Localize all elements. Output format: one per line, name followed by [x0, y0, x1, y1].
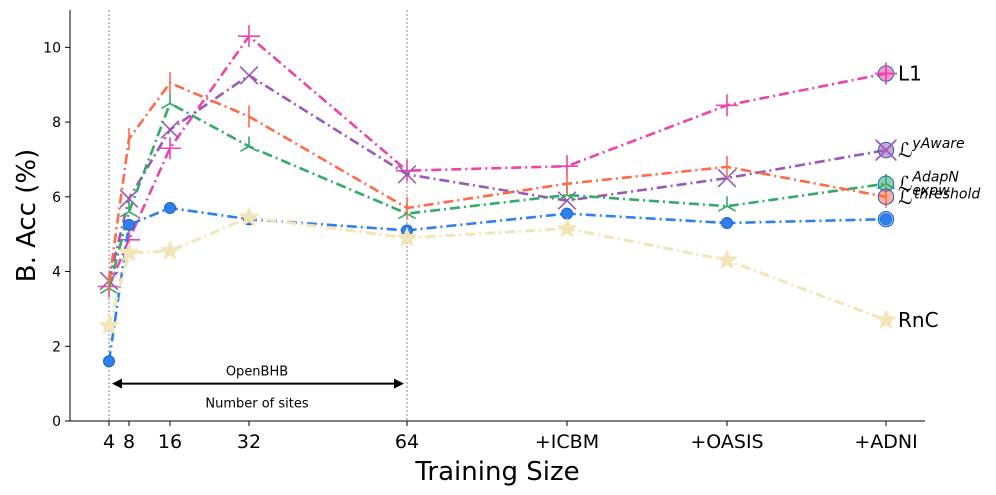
- x-tick-label: +OASIS: [690, 431, 763, 453]
- y-ticks: 0 2 4 6 8 10: [43, 40, 70, 430]
- y-tick-label: 10: [43, 40, 61, 56]
- y-tick-label: 4: [52, 265, 61, 281]
- end-marker: [877, 188, 895, 206]
- data-point: [239, 66, 259, 85]
- series-layer: [98, 25, 897, 368]
- end-marker-glyph: [875, 62, 897, 85]
- series-RnC: [98, 206, 897, 335]
- x-tick-label: 16: [158, 431, 182, 453]
- data-point: [119, 201, 139, 218]
- end-marker: [877, 211, 895, 228]
- x-tick-label: +ADNI: [854, 431, 917, 453]
- data-point: [164, 202, 176, 215]
- data-point: [159, 137, 181, 160]
- series-label: ℒexpw: [898, 183, 950, 209]
- x-ticks: 4 8 16 32 64 +ICBM +OASIS +ADNI: [103, 421, 918, 453]
- y-axis-title: B. Acc (%): [12, 149, 42, 283]
- end-marker-glyph: [875, 139, 897, 162]
- bracket-label-openbhb: OpenBHB: [226, 365, 288, 380]
- bracket-arrowhead-left: [112, 378, 122, 389]
- series-line: [107, 215, 887, 327]
- data-point: [721, 216, 733, 229]
- data-point: [716, 249, 738, 270]
- data-point: [396, 226, 418, 247]
- data-point: [98, 314, 120, 335]
- data-point: [238, 25, 260, 48]
- x-tick-label: +ICBM: [535, 431, 599, 453]
- y-tick-label: 2: [52, 339, 61, 355]
- data-point: [159, 240, 181, 260]
- series-line: [107, 34, 887, 288]
- series-L^yAware: [99, 66, 896, 291]
- x-tick-label: 4: [103, 431, 115, 453]
- data-point: [118, 241, 140, 262]
- y-tick-label: 0: [52, 414, 61, 430]
- data-point: [717, 168, 737, 188]
- end-marker: [875, 309, 897, 329]
- data-point: [717, 196, 737, 212]
- data-point: [396, 159, 418, 182]
- series-line: [107, 102, 887, 289]
- series-L^expw: [107, 71, 887, 294]
- y-tick-label: 8: [52, 115, 61, 131]
- data-point: [239, 136, 259, 153]
- data-point: [556, 217, 578, 238]
- series-L1-base: [103, 202, 892, 368]
- x-tick-label: 64: [395, 431, 419, 453]
- data-point: [160, 93, 180, 110]
- data-point: [561, 207, 573, 220]
- series-L1: [98, 25, 897, 298]
- series-label: ℒAdapN threshold: [898, 170, 980, 203]
- openbhb-bracket: OpenBHB Number of sites: [112, 365, 404, 412]
- data-point: [123, 218, 135, 231]
- series-label: ℒyAware: [898, 136, 965, 162]
- bracket-label-number-of-sites: Number of sites: [205, 397, 308, 412]
- series-line: [107, 206, 887, 362]
- y-tick-label: 6: [52, 190, 61, 206]
- x-tick-label: 8: [123, 431, 135, 453]
- data-point: [103, 355, 115, 368]
- bracket-arrowhead-right: [394, 378, 404, 389]
- x-axis-title: Training Size: [414, 457, 579, 487]
- axes: [69, 10, 925, 422]
- series-label: L1: [898, 62, 922, 86]
- series-line: [107, 74, 887, 282]
- series-line: [107, 81, 887, 283]
- x-tick-label: 32: [237, 431, 261, 453]
- data-point: [238, 206, 260, 227]
- data-point: [119, 189, 139, 209]
- series-label: RnC: [898, 308, 939, 332]
- data-point: [160, 120, 180, 139]
- data-point: [716, 94, 738, 117]
- data-point: [397, 165, 417, 184]
